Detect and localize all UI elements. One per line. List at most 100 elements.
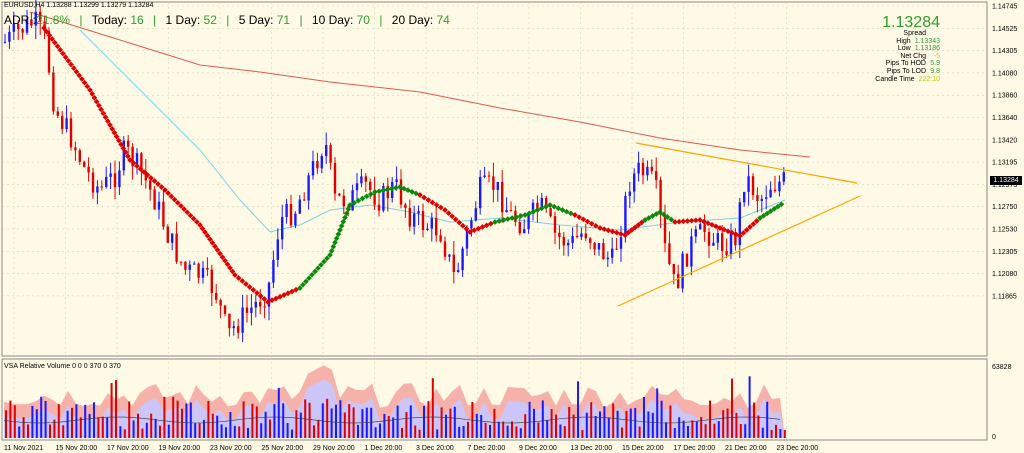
candle-body	[149, 180, 152, 190]
volume-bar	[634, 407, 637, 438]
trend-dot-red	[204, 232, 211, 239]
volume-bar	[185, 403, 188, 438]
trend-dot-red	[109, 126, 116, 132]
volume-bar	[502, 421, 505, 438]
volume-bar	[343, 412, 346, 438]
hod-label: Pips To HOD	[885, 60, 926, 68]
candle-body	[650, 166, 653, 172]
trend-dot-red	[162, 187, 168, 193]
trend-dot-green	[351, 200, 357, 206]
trend-dot-red	[79, 76, 85, 82]
candle-body	[140, 153, 143, 172]
trend-dot-green	[324, 255, 330, 262]
volume-bar	[682, 420, 685, 438]
candle-body	[8, 31, 11, 42]
candle-body	[611, 248, 614, 258]
volume-bar	[264, 411, 267, 438]
triangle-pattern	[617, 142, 861, 307]
trend-dot-red	[41, 25, 47, 31]
trend-dot-red	[124, 153, 131, 159]
trend-dot-red	[178, 203, 184, 209]
candle-body	[267, 282, 271, 307]
candle-time-label: Candle Time	[875, 75, 915, 83]
candle-body	[567, 242, 570, 246]
trend-dot-green	[664, 214, 671, 220]
volume-bar	[27, 424, 29, 438]
candle-body	[641, 162, 645, 176]
trend-dot-red	[277, 293, 283, 300]
candle-body	[663, 214, 667, 244]
trend-dot-red	[605, 227, 612, 234]
trend-dot-green	[492, 219, 498, 225]
adr-10day-label: 10 Day:	[311, 13, 354, 27]
trend-dot-red	[222, 257, 228, 264]
candle-body	[188, 264, 191, 270]
volume-bar	[198, 423, 201, 438]
candle-body	[470, 220, 473, 229]
candle-body	[184, 261, 187, 270]
candle-body	[325, 145, 328, 157]
candle-body	[342, 195, 345, 207]
candle-body	[254, 301, 257, 308]
adr-separator: |	[299, 13, 303, 27]
trend-dot-green	[538, 205, 545, 212]
volume-bar	[194, 423, 197, 438]
trend-dot-red	[214, 247, 221, 253]
trend-dot-red	[199, 225, 206, 232]
candle-body	[439, 235, 442, 242]
volume-bar	[330, 408, 333, 438]
candle-body	[399, 179, 403, 205]
candle-body	[285, 203, 288, 218]
volume-bar	[313, 425, 315, 438]
triangle-upper-line[interactable]	[635, 142, 858, 184]
main-chart-frame	[1, 1, 988, 357]
trend-dot-red	[155, 181, 161, 187]
volume-bars	[3, 365, 786, 438]
volume-bar	[590, 402, 593, 438]
volume-bar	[612, 403, 615, 438]
high-value: 1.13343	[914, 37, 940, 45]
time-tick-label: 11 Nov 2021	[4, 445, 43, 452]
trend-dot-red	[688, 217, 695, 224]
adr-today-value: 16	[130, 13, 144, 27]
trend-dot-red	[618, 231, 624, 237]
volume-bar	[49, 424, 51, 438]
trend-dot-red	[151, 178, 158, 184]
time-tick-label: 17 Nov 20:00	[107, 445, 149, 452]
trend-dot-green	[332, 239, 338, 246]
candle-body	[448, 254, 451, 257]
volume-bar	[524, 414, 527, 438]
volume-bar	[207, 401, 210, 438]
candle-body	[113, 173, 117, 188]
volume-bar	[445, 414, 447, 438]
hod-value: 5.9	[930, 60, 940, 68]
trend-dot-green	[355, 197, 362, 204]
trend-dot-green	[347, 202, 353, 208]
trend-dot-green	[522, 212, 528, 218]
triangle-lower-line[interactable]	[617, 195, 861, 307]
trend-dot-red	[747, 224, 753, 230]
volume-bar	[621, 427, 623, 438]
candle-body	[276, 239, 279, 260]
candle-body	[263, 306, 266, 308]
candle-body	[377, 204, 381, 211]
volume-scale-bottom: 0	[992, 434, 996, 441]
candle-body	[219, 299, 222, 306]
trend-dot-red	[293, 286, 299, 293]
volume-bar	[506, 425, 509, 438]
candle-body	[382, 185, 385, 211]
trend-dot-red	[171, 196, 178, 203]
trend-dot-green	[547, 202, 553, 208]
price-tick-label: 1.12305	[992, 249, 1017, 256]
candle-body	[311, 161, 315, 176]
trend-dot-red	[572, 212, 578, 218]
trend-dot-red	[190, 215, 197, 222]
candle-body	[558, 232, 561, 237]
volume-bar	[88, 413, 91, 438]
trend-dot-red	[217, 250, 223, 257]
trend-dot-green	[393, 185, 399, 191]
candle-body	[109, 173, 112, 177]
trend-dot-green	[767, 208, 774, 214]
volume-bar	[286, 423, 289, 438]
